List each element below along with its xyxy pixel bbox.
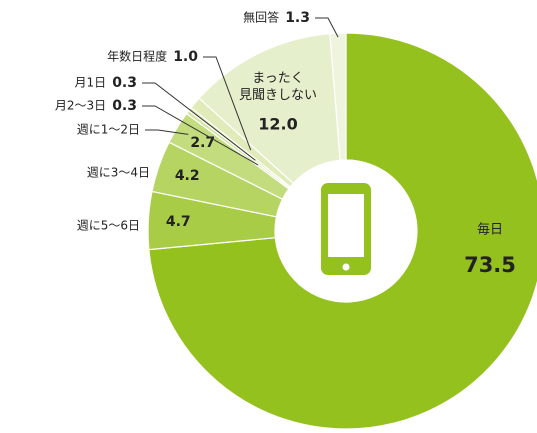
- donut-slice: [329, 32, 347, 161]
- slice-label: まったく 見聞きしない: [238, 71, 317, 103]
- slice-label: 週に1〜2日: [77, 123, 140, 137]
- leader-line: [142, 82, 256, 161]
- value-label: 0.3: [112, 98, 137, 114]
- value-label: 1.3: [285, 10, 310, 26]
- value-label: 1.0: [173, 49, 198, 65]
- leader-line: [315, 17, 339, 38]
- donut-slice: [148, 32, 537, 430]
- leader-line: [203, 56, 252, 151]
- slice-label: 無回答: [243, 10, 279, 25]
- phone-icon: [321, 183, 371, 275]
- slices: [147, 32, 537, 430]
- value-label: 4.7: [166, 214, 191, 230]
- slice-label: 毎日: [477, 222, 503, 238]
- slice-label: 年数日程度: [107, 49, 167, 64]
- value-label: 4.2: [175, 168, 200, 184]
- slice-label: 月1日: [75, 76, 107, 90]
- leader-line: [145, 129, 189, 135]
- value-label: 73.5: [464, 253, 516, 277]
- value-label: 0.3: [112, 75, 137, 91]
- slice-label: 週に3〜4日: [87, 166, 150, 180]
- value-label: 12.0: [258, 115, 297, 134]
- slice-label: 月2〜3日: [55, 99, 106, 113]
- leader-line: [142, 105, 259, 166]
- value-label: 2.7: [190, 135, 215, 151]
- donut-slice: [198, 33, 341, 185]
- slice-label: 週に5〜6日: [77, 219, 140, 233]
